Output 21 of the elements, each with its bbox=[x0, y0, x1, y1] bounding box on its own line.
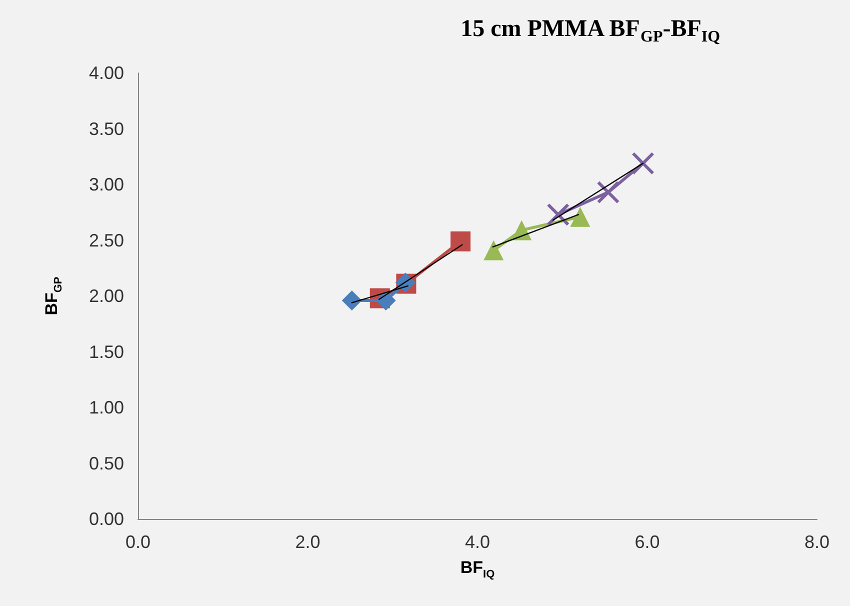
x-tick-label: 6.0 bbox=[634, 532, 660, 552]
point bbox=[570, 206, 590, 227]
y-tick-label: 2.50 bbox=[88, 230, 124, 250]
y-tick-label: 4.00 bbox=[88, 63, 124, 83]
y-tick-label: 1.50 bbox=[88, 342, 124, 362]
point bbox=[342, 290, 362, 310]
y-tick-label: 3.00 bbox=[88, 174, 124, 194]
x-tick-label: 0.0 bbox=[125, 532, 151, 552]
y-tick-label: 1.00 bbox=[88, 398, 124, 418]
x-tick-label: 4.0 bbox=[464, 532, 490, 552]
point bbox=[632, 152, 654, 174]
y-tick-label: 2.00 bbox=[88, 286, 124, 306]
y-tick-label: 0.50 bbox=[88, 453, 124, 474]
point bbox=[597, 181, 620, 204]
x-tick-label: 2.0 bbox=[295, 532, 320, 552]
point bbox=[450, 231, 471, 252]
point bbox=[484, 240, 504, 260]
y-tick-label: 0.00 bbox=[88, 509, 124, 529]
y-tick-label: 3.50 bbox=[88, 118, 124, 139]
x-tick-label: 8.0 bbox=[804, 532, 830, 552]
y-axis-title: BFGP bbox=[42, 276, 64, 316]
